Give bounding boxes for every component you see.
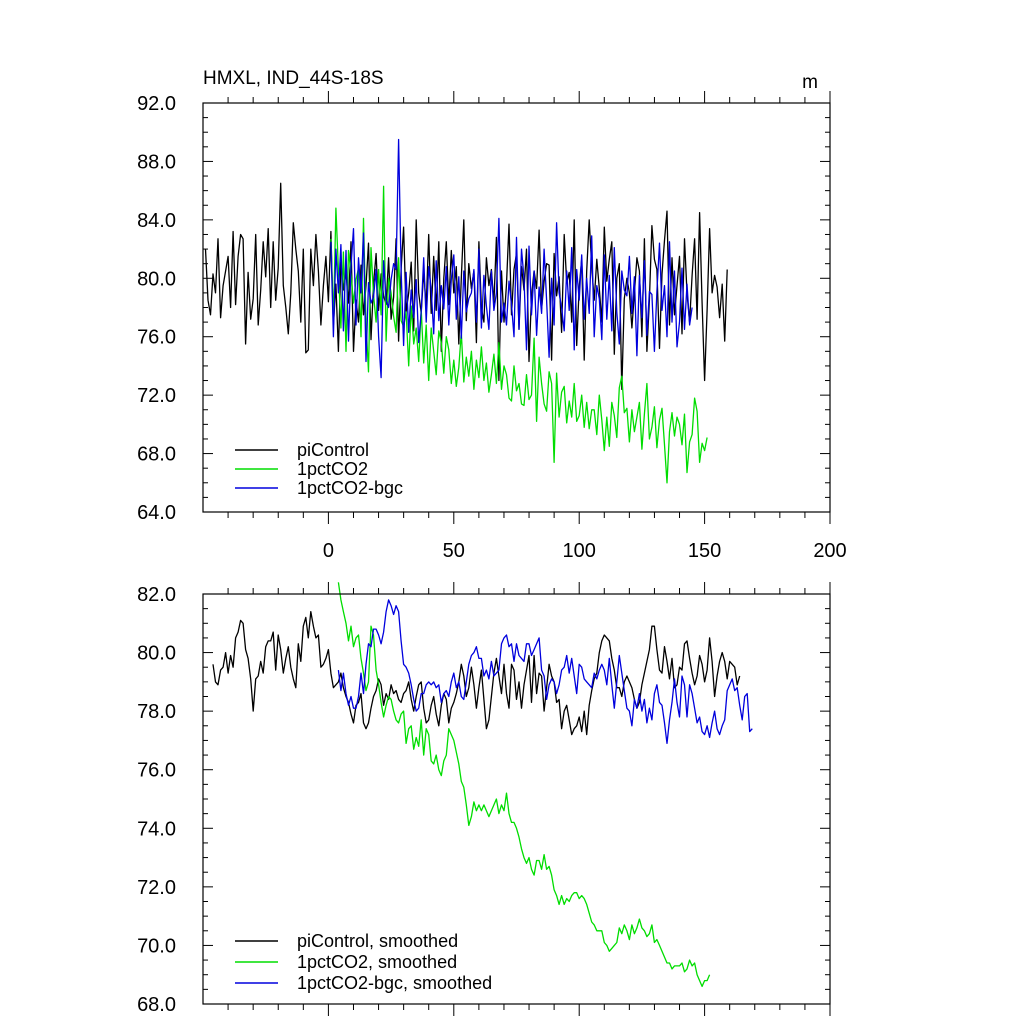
- legend-label-1: 1pctCO2: [297, 459, 368, 479]
- y-tick-label: 82.0: [137, 584, 176, 606]
- y-tick-label: 72.0: [137, 877, 176, 899]
- series-line-1: [337, 582, 711, 988]
- chart-title: HMXL, IND_44S-18S: [203, 68, 384, 89]
- x-tick-label: 100: [563, 540, 596, 562]
- bottom-panel: 68.0 70.0 72.0 74.0 76.0 78.0 80.0 82.0 piContr…: [137, 582, 831, 1016]
- y-tick-label: 80.0: [137, 268, 176, 290]
- bottom-series-group: [212, 582, 753, 988]
- series-line-2: [330, 138, 693, 379]
- top-panel: HMXL, IND_44S-18S m 64.0 68.0 72.0 76.0 80.0…: [137, 68, 847, 562]
- series-line-1: [330, 185, 708, 484]
- bottom-ticks: 68.0 70.0 72.0 74.0 76.0 78.0 80.0 82.0: [137, 582, 831, 1016]
- y-tick-label: 70.0: [137, 935, 176, 957]
- x-tick-label: 200: [813, 540, 846, 562]
- x-tick-label: 150: [688, 540, 721, 562]
- y-tick-label: 72.0: [137, 385, 176, 407]
- units-label: m: [802, 72, 818, 93]
- legend-label-2: 1pctCO2-bgc, smoothed: [297, 973, 492, 993]
- y-tick-label: 76.0: [137, 760, 176, 782]
- y-tick-label: 84.0: [137, 210, 176, 232]
- y-tick-label: 64.0: [137, 502, 176, 524]
- top-plot-frame: [202, 102, 831, 513]
- y-tick-label: 76.0: [137, 327, 176, 349]
- y-tick-label: 92.0: [137, 93, 176, 115]
- y-tick-label: 68.0: [137, 994, 176, 1016]
- y-tick-label: 80.0: [137, 643, 176, 665]
- legend-label-0: piControl: [297, 440, 369, 460]
- bottom-plot-frame: [202, 593, 831, 1005]
- legend-label-0: piControl, smoothed: [297, 931, 458, 951]
- x-tick-label: 50: [443, 540, 465, 562]
- top-series-group: [204, 138, 728, 484]
- y-tick-label: 88.0: [137, 151, 176, 173]
- top-ticks: 64.0 68.0 72.0 76.0 80.0 84.0 88.0 92.0 0 50 100 15…: [137, 91, 847, 562]
- y-tick-label: 74.0: [137, 818, 176, 840]
- legend-label-1: 1pctCO2, smoothed: [297, 952, 457, 972]
- legend-label-2: 1pctCO2-bgc: [297, 478, 403, 498]
- x-tick-label: 0: [323, 540, 334, 562]
- y-tick-label: 78.0: [137, 701, 176, 723]
- y-tick-label: 68.0: [137, 444, 176, 466]
- series-line-0: [212, 610, 741, 736]
- series-line-2: [337, 599, 753, 745]
